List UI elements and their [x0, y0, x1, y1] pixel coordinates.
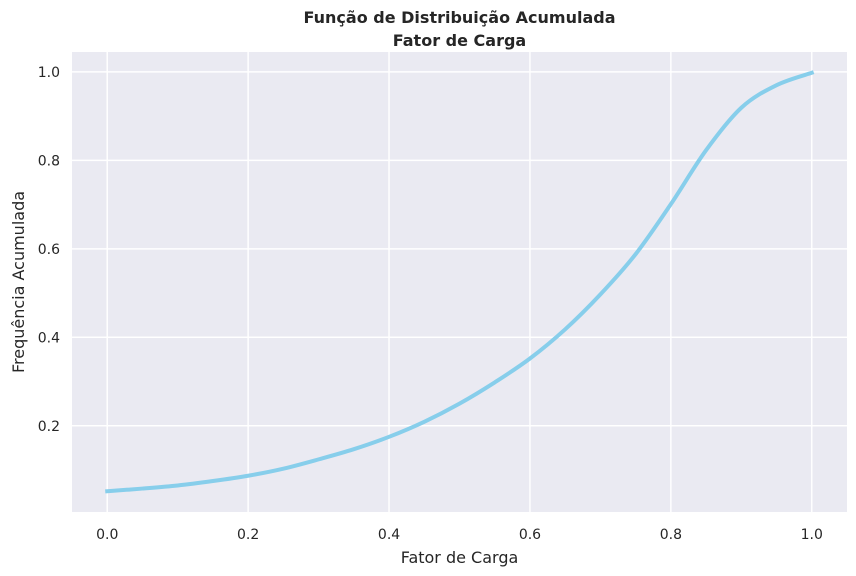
y-tick-label: 0.6: [38, 242, 60, 258]
chart-title: Função de Distribuição Acumulada: [304, 8, 616, 27]
x-gridlines: [106, 52, 813, 512]
y-tick-label: 1.0: [38, 65, 60, 81]
y-tick-label: 0.2: [38, 419, 60, 435]
x-tick-label: 1.0: [801, 527, 823, 543]
x-tick-label: 0.6: [519, 527, 541, 543]
x-tick-label: 0.4: [378, 527, 400, 543]
chart-subtitle: Fator de Carga: [393, 31, 526, 50]
y-axis-label: Frequência Acumulada: [9, 191, 28, 373]
x-tick-label: 0.8: [660, 527, 682, 543]
y-tick-labels: 0.2 0.4 0.6 0.8 1.0: [38, 65, 60, 435]
y-gridlines: [72, 71, 847, 427]
plot-area: [72, 52, 847, 512]
y-tick-label: 0.4: [38, 330, 60, 346]
x-tick-label: 0.0: [96, 527, 118, 543]
cdf-series-line: [105, 70, 815, 494]
x-axis-label: Fator de Carga: [401, 548, 519, 567]
y-tick-label: 0.8: [38, 153, 60, 169]
x-tick-labels: 0.0 0.2 0.4 0.6 0.8 1.0: [96, 527, 823, 543]
x-tick-label: 0.2: [237, 527, 259, 543]
